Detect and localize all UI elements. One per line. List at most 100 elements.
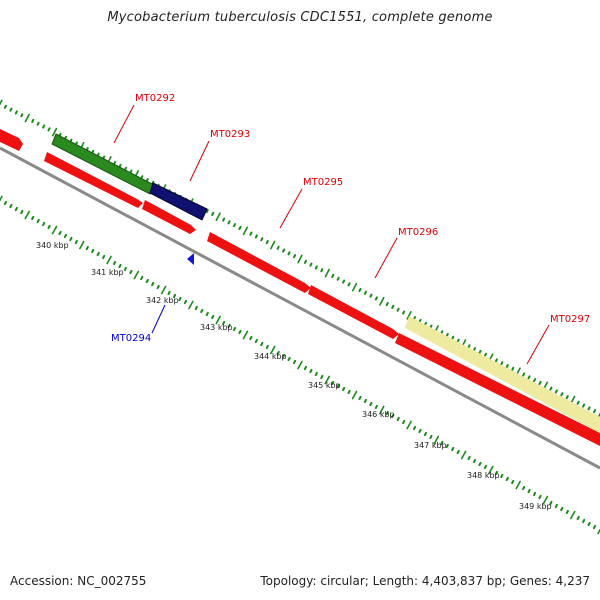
minor-tick-dot bbox=[511, 479, 515, 485]
major-tick-mark bbox=[270, 240, 276, 250]
minor-tick-dot bbox=[282, 248, 286, 253]
gene-label-mt0293[interactable]: MT0293 bbox=[210, 129, 250, 140]
minor-tick-dot bbox=[505, 476, 509, 482]
minor-tick-dot bbox=[500, 473, 504, 479]
minor-tick-dot bbox=[205, 209, 209, 214]
feature-yellow-mt0297[interactable] bbox=[405, 316, 600, 433]
genome-backbone bbox=[0, 146, 600, 470]
minor-tick-dot bbox=[402, 419, 406, 425]
minor-tick-dot bbox=[96, 251, 100, 257]
minor-tick-dot bbox=[151, 281, 155, 287]
major-tick-mark bbox=[597, 528, 600, 535]
minor-tick-dot bbox=[200, 308, 204, 314]
minor-tick-dot bbox=[233, 223, 237, 228]
minor-tick-dot bbox=[282, 353, 286, 359]
minor-tick-dot bbox=[445, 333, 449, 338]
minor-tick-dot bbox=[167, 290, 171, 296]
gene-label-mt0296[interactable]: MT0296 bbox=[398, 227, 438, 238]
minor-tick-dot bbox=[554, 389, 558, 394]
minor-tick-dot bbox=[320, 268, 324, 273]
major-tick-mark bbox=[51, 225, 58, 235]
gene-arrow-mt0297[interactable] bbox=[395, 333, 600, 446]
minor-tick-dot bbox=[554, 503, 558, 509]
major-tick-mark bbox=[215, 212, 221, 222]
minor-tick-dot bbox=[483, 352, 487, 357]
minor-tick-dot bbox=[63, 233, 67, 239]
topology-text: Topology: circular; Length: 4,403,837 bp… bbox=[260, 574, 590, 588]
minor-tick-dot bbox=[36, 218, 40, 224]
major-tick-mark bbox=[269, 345, 276, 355]
gene-arrow-mt0293[interactable] bbox=[142, 200, 196, 234]
minor-tick-dot bbox=[3, 200, 7, 206]
major-tick-mark bbox=[324, 268, 330, 278]
minor-tick-dot bbox=[249, 231, 253, 236]
feature-green-mt0292[interactable] bbox=[51, 133, 155, 195]
minor-tick-dot bbox=[31, 215, 35, 221]
minor-tick-dot bbox=[260, 237, 264, 242]
minor-tick-dot bbox=[336, 383, 340, 389]
minor-tick-dot bbox=[494, 470, 498, 476]
minor-tick-dot bbox=[369, 293, 373, 298]
minor-tick-dot bbox=[287, 356, 291, 362]
major-tick-mark bbox=[0, 99, 3, 106]
major-tick-mark bbox=[51, 127, 58, 137]
major-tick-mark bbox=[515, 480, 521, 490]
minor-tick-dot bbox=[445, 443, 449, 449]
minor-tick-dot bbox=[560, 392, 564, 397]
minor-tick-dot bbox=[42, 221, 46, 227]
major-tick-mark bbox=[242, 226, 249, 236]
leader-mt0297 bbox=[526, 324, 550, 365]
major-tick-mark bbox=[215, 315, 221, 325]
minor-tick-dot bbox=[222, 217, 226, 222]
minor-tick-dot bbox=[194, 305, 198, 311]
minor-tick-dot bbox=[347, 282, 351, 287]
minor-tick-dot bbox=[36, 121, 40, 126]
minor-tick-dot bbox=[467, 344, 471, 349]
gene-arrow-mt0296[interactable] bbox=[308, 285, 399, 339]
minor-tick-dot bbox=[3, 104, 7, 109]
minor-tick-dot bbox=[363, 290, 367, 295]
minor-tick-dot bbox=[593, 524, 597, 530]
minor-tick-dot bbox=[533, 378, 537, 383]
minor-tick-dot bbox=[456, 449, 460, 455]
gene-label-mt0297[interactable]: MT0297 bbox=[550, 314, 590, 325]
minor-tick-dot bbox=[587, 521, 591, 527]
minor-tick-dot bbox=[303, 259, 307, 264]
tick-label-341: 341 kbp bbox=[91, 268, 124, 277]
minor-tick-dot bbox=[20, 113, 24, 118]
reverse-gene-marker-mt0294[interactable] bbox=[187, 253, 194, 265]
minor-tick-dot bbox=[227, 323, 231, 329]
minor-tick-dot bbox=[576, 515, 580, 521]
minor-tick-dot bbox=[418, 428, 422, 434]
minor-tick-dot bbox=[303, 365, 307, 371]
gene-arrow-partial-left[interactable] bbox=[0, 129, 23, 151]
minor-tick-dot bbox=[85, 245, 89, 251]
page-title: Mycobacterium tuberculosis CDC1551, comp… bbox=[107, 10, 493, 25]
minor-tick-dot bbox=[74, 239, 78, 245]
gene-label-leaders bbox=[113, 104, 550, 365]
minor-tick-dot bbox=[500, 361, 504, 366]
minor-tick-dot bbox=[522, 485, 526, 491]
minor-tick-dot bbox=[233, 326, 237, 332]
minor-tick-dot bbox=[20, 209, 24, 215]
minor-tick-dot bbox=[314, 371, 318, 377]
minor-tick-dot bbox=[249, 335, 253, 341]
gene-label-mt0292[interactable]: MT0292 bbox=[135, 93, 175, 104]
gene-label-mt0295[interactable]: MT0295 bbox=[303, 177, 343, 188]
minor-tick-dot bbox=[385, 410, 389, 416]
minor-tick-dot bbox=[31, 118, 35, 123]
minor-tick-dot bbox=[309, 262, 313, 267]
major-tick-mark bbox=[297, 360, 303, 370]
minor-tick-dot bbox=[511, 366, 515, 371]
minor-tick-dot bbox=[391, 413, 395, 419]
minor-tick-dot bbox=[582, 518, 586, 524]
gene-labels: MT0292 MT0293 MT0295 MT0296 MT0297 MT029… bbox=[111, 93, 590, 344]
feature-navy-mt0293[interactable] bbox=[149, 182, 208, 221]
minor-tick-dot bbox=[429, 434, 433, 440]
gene-arrow-mt0292[interactable] bbox=[44, 152, 143, 208]
major-tick-mark bbox=[379, 296, 385, 306]
gene-arrow-mt0295[interactable] bbox=[207, 232, 311, 293]
gene-label-mt0294[interactable]: MT0294 bbox=[111, 333, 151, 344]
minor-tick-dot bbox=[473, 347, 477, 352]
minor-tick-dot bbox=[238, 329, 242, 335]
